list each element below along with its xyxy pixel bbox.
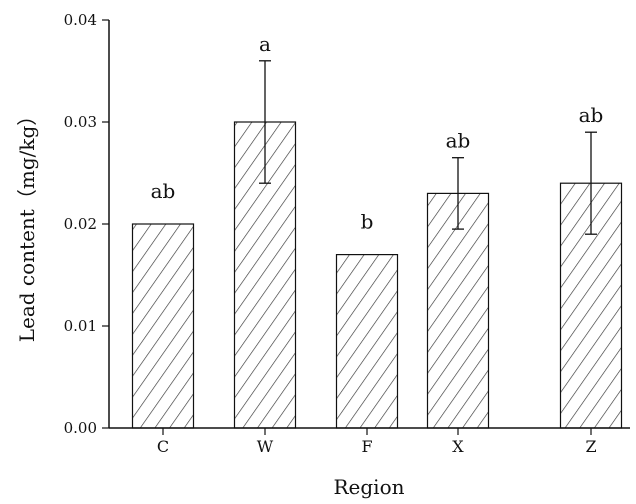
- y-tick-label-0: 0.00: [64, 419, 97, 437]
- y-tick-label-4: 0.04: [64, 11, 97, 29]
- y-axis-label: Lead content（mg/kg）: [15, 106, 39, 343]
- significance-label-x: ab: [446, 129, 471, 153]
- x-tick-label-w: W: [257, 437, 274, 456]
- significance-label-z: ab: [579, 103, 604, 127]
- bars-layer: [131, 121, 623, 429]
- y-tick-label-2: 0.02: [64, 215, 97, 233]
- bar-f: [335, 254, 399, 429]
- significance-label-f: b: [361, 210, 374, 234]
- y-tick-label-1: 0.01: [64, 317, 97, 335]
- error-bars-layer: [259, 60, 597, 235]
- x-tick-label-c: C: [157, 437, 169, 456]
- x-tick-label-f: F: [361, 437, 372, 456]
- bar-x: [426, 192, 490, 429]
- y-tick-label-3: 0.03: [64, 113, 97, 131]
- x-axis-label: Region: [333, 475, 404, 499]
- ticks-layer: C W F X Z 0.00 0.01 0.02 0.03 0.04: [64, 11, 597, 456]
- significance-label-w: a: [259, 32, 271, 56]
- significance-label-c: ab: [151, 179, 176, 203]
- bar-c: [131, 223, 195, 429]
- x-tick-label-x: X: [452, 437, 464, 456]
- x-tick-label-z: Z: [585, 437, 596, 456]
